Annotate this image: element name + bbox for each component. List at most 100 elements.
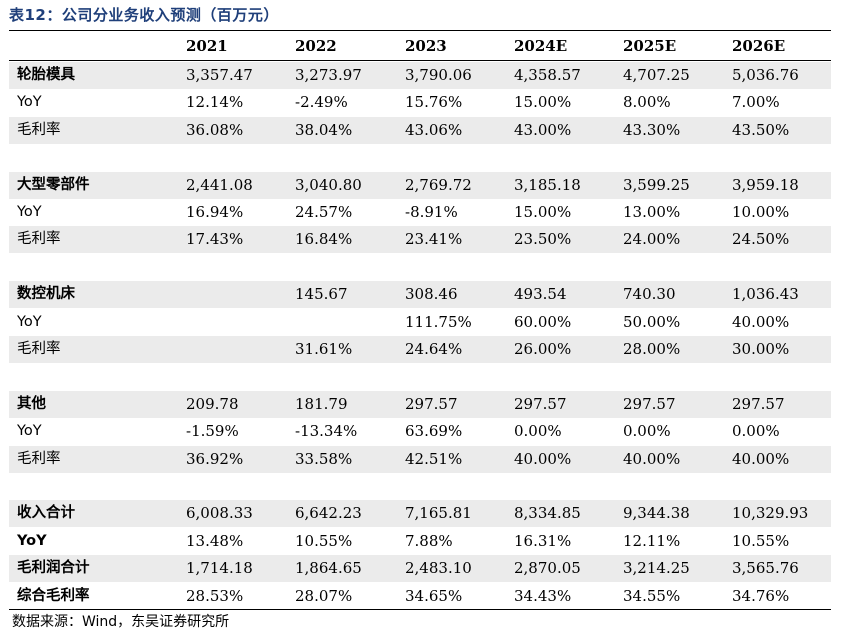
table-row: 毛利润合计 1,714.18 1,864.65 2,483.10 2,870.05 3,2… (9, 555, 831, 583)
table-cell: -1.59% (186, 422, 239, 441)
table-cell: 5,036.76 (732, 66, 799, 84)
table-cell: 13.48% (186, 531, 244, 550)
table-cell: 24.00% (623, 230, 681, 249)
table-row: YoY 12.14% -2.49% 15.76% 15.00% 8.00% 7.00% (9, 89, 831, 116)
top-rule (9, 30, 831, 31)
table-cell: 1,036.43 (732, 285, 799, 304)
row-label: YoY (17, 204, 42, 220)
table-cell: 15.00% (514, 93, 572, 112)
table-cell: 12.14% (186, 93, 244, 112)
table-cell: 30.00% (732, 340, 790, 358)
table-cell: 23.50% (514, 230, 572, 249)
table-cell: 16.94% (186, 203, 244, 221)
table-cell: 43.30% (623, 120, 681, 139)
table-cell: 26.00% (514, 340, 572, 358)
header-2021: 2021 (186, 37, 228, 55)
table-cell: 63.69% (405, 422, 463, 441)
table-cell: 297.57 (405, 394, 458, 413)
table-title: 表12：公司分业务收入预测（百万元） (9, 6, 279, 24)
table-cell: -13.34% (295, 422, 358, 441)
table-cell: 8,334.85 (514, 504, 581, 523)
header-rule (9, 60, 831, 61)
table-cell: 2,769.72 (405, 175, 472, 194)
header-2023: 2023 (405, 37, 447, 55)
table-row (9, 363, 831, 390)
table-cell: 38.04% (295, 120, 353, 139)
table-cell: 209.78 (186, 394, 239, 413)
table-cell: 3,565.76 (732, 559, 799, 578)
table-cell: 145.67 (295, 285, 348, 304)
table-row: 毛利率 36.08% 38.04% 43.06% 43.00% 43.30% 43.50% (9, 116, 831, 144)
table-cell: 28.07% (295, 586, 353, 605)
row-label: 大型零部件 (17, 176, 90, 193)
table-cell: 17.43% (186, 230, 244, 249)
table-cell: 9,344.38 (623, 504, 690, 523)
table-cell: 40.00% (514, 449, 572, 468)
table-cell: 34.55% (623, 586, 681, 605)
table-cell: 36.92% (186, 449, 244, 468)
table-cell: 0.00% (732, 422, 780, 441)
table-cell: 8.00% (623, 93, 671, 112)
table-row: YoY 111.75% 60.00% 50.00% 40.00% (9, 309, 831, 336)
table-cell: 43.06% (405, 120, 463, 139)
table-cell: 3,959.18 (732, 175, 799, 194)
table-cell: 50.00% (623, 312, 681, 331)
table-cell: 740.30 (623, 285, 676, 304)
table-cell: -2.49% (295, 93, 348, 112)
table-cell: 33.58% (295, 449, 353, 468)
table-cell: 36.08% (186, 120, 244, 139)
table-cell: 34.65% (405, 586, 463, 605)
table-cell: 40.00% (623, 449, 681, 468)
table-row: 大型零部件 2,441.08 3,040.80 2,769.72 3,185.18 3,5… (9, 171, 831, 199)
bottom-rule (9, 609, 831, 610)
table-cell: 10.55% (732, 531, 790, 550)
table-cell: 1,864.65 (295, 559, 362, 578)
table-cell: 23.41% (405, 230, 463, 249)
table-cell: 111.75% (405, 312, 472, 331)
header-2022: 2022 (295, 37, 337, 55)
table-row: 收入合计 6,008.33 6,642.23 7,165.81 8,334.85 9,34… (9, 500, 831, 528)
table-cell: 43.00% (514, 120, 572, 139)
table-row: 综合毛利率 28.53% 28.07% 34.65% 34.43% 34.55% 34.76… (9, 583, 831, 610)
table-cell: 3,214.25 (623, 559, 690, 578)
table-cell: 2,870.05 (514, 559, 581, 578)
row-label: 其他 (17, 395, 46, 412)
table-row: 毛利率 36.92% 33.58% 42.51% 40.00% 40.00% 40.00% (9, 445, 831, 473)
table-cell: 34.76% (732, 586, 790, 605)
table-cell: 3,040.80 (295, 175, 362, 194)
table-cell: 297.57 (514, 394, 567, 413)
row-label: YoY (17, 94, 42, 111)
table-cell: 0.00% (623, 422, 671, 441)
table-cell: 28.00% (623, 340, 681, 358)
table-row: 其他 209.78 181.79 297.57 297.57 297.57 297.57 (9, 390, 831, 418)
table-row (9, 473, 831, 500)
table-cell: 2,483.10 (405, 559, 472, 578)
table-row: 毛利率 17.43% 16.84% 23.41% 23.50% 24.00% 24.50% (9, 226, 831, 254)
table-cell: 24.64% (405, 340, 463, 358)
source-note: 数据来源：Wind，东吴证券研究所 (12, 614, 230, 630)
row-label: 数控机床 (17, 286, 75, 303)
table-cell: 15.00% (514, 203, 572, 221)
table-cell: 10,329.93 (732, 504, 809, 523)
row-label: 毛利率 (17, 231, 61, 248)
table-row: YoY -1.59% -13.34% 63.69% 0.00% 0.00% 0.00% (9, 418, 831, 445)
table-cell: 60.00% (514, 312, 572, 331)
table-cell: 31.61% (295, 340, 353, 358)
table-cell: 0.00% (514, 422, 562, 441)
row-label: YoY (17, 313, 42, 330)
table-cell: 297.57 (732, 394, 785, 413)
table-cell: 3,599.25 (623, 175, 690, 194)
table-cell: 308.46 (405, 285, 458, 304)
table-cell: 493.54 (514, 285, 567, 304)
table-cell: 43.50% (732, 120, 790, 139)
table-row: YoY 13.48% 10.55% 7.88% 16.31% 12.11% 10.55% (9, 528, 831, 555)
table-cell: 4,707.25 (623, 66, 690, 84)
row-label: 毛利润合计 (17, 560, 90, 577)
table-cell: 6,642.23 (295, 504, 362, 523)
table-cell: 12.11% (623, 531, 681, 550)
table-cell: 24.57% (295, 203, 353, 221)
table-cell: 16.84% (295, 230, 353, 249)
table-cell: 181.79 (295, 394, 348, 413)
table-cell: 6,008.33 (186, 504, 253, 523)
table-row: 轮胎模具 3,357.47 3,273.97 3,790.06 4,358.57 4,70… (9, 62, 831, 89)
